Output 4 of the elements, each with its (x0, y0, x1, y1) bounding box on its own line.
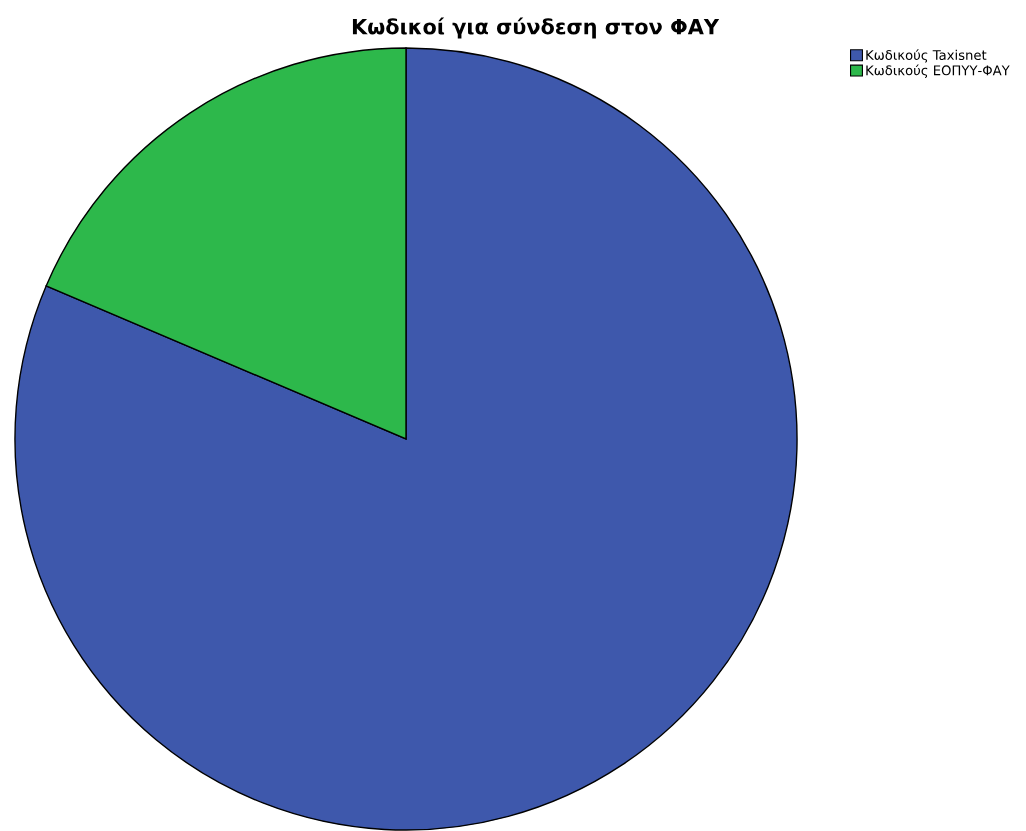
legend-label: Κωδικούς ΕΟΠΥΥ-ΦΑΥ (866, 64, 1010, 78)
chart-title: Κωδικοί για σύνδεση στον ΦΑΥ (352, 17, 720, 39)
legend-label: Κωδικούς Taxisnet (866, 49, 987, 63)
pie-slice (14, 47, 798, 831)
